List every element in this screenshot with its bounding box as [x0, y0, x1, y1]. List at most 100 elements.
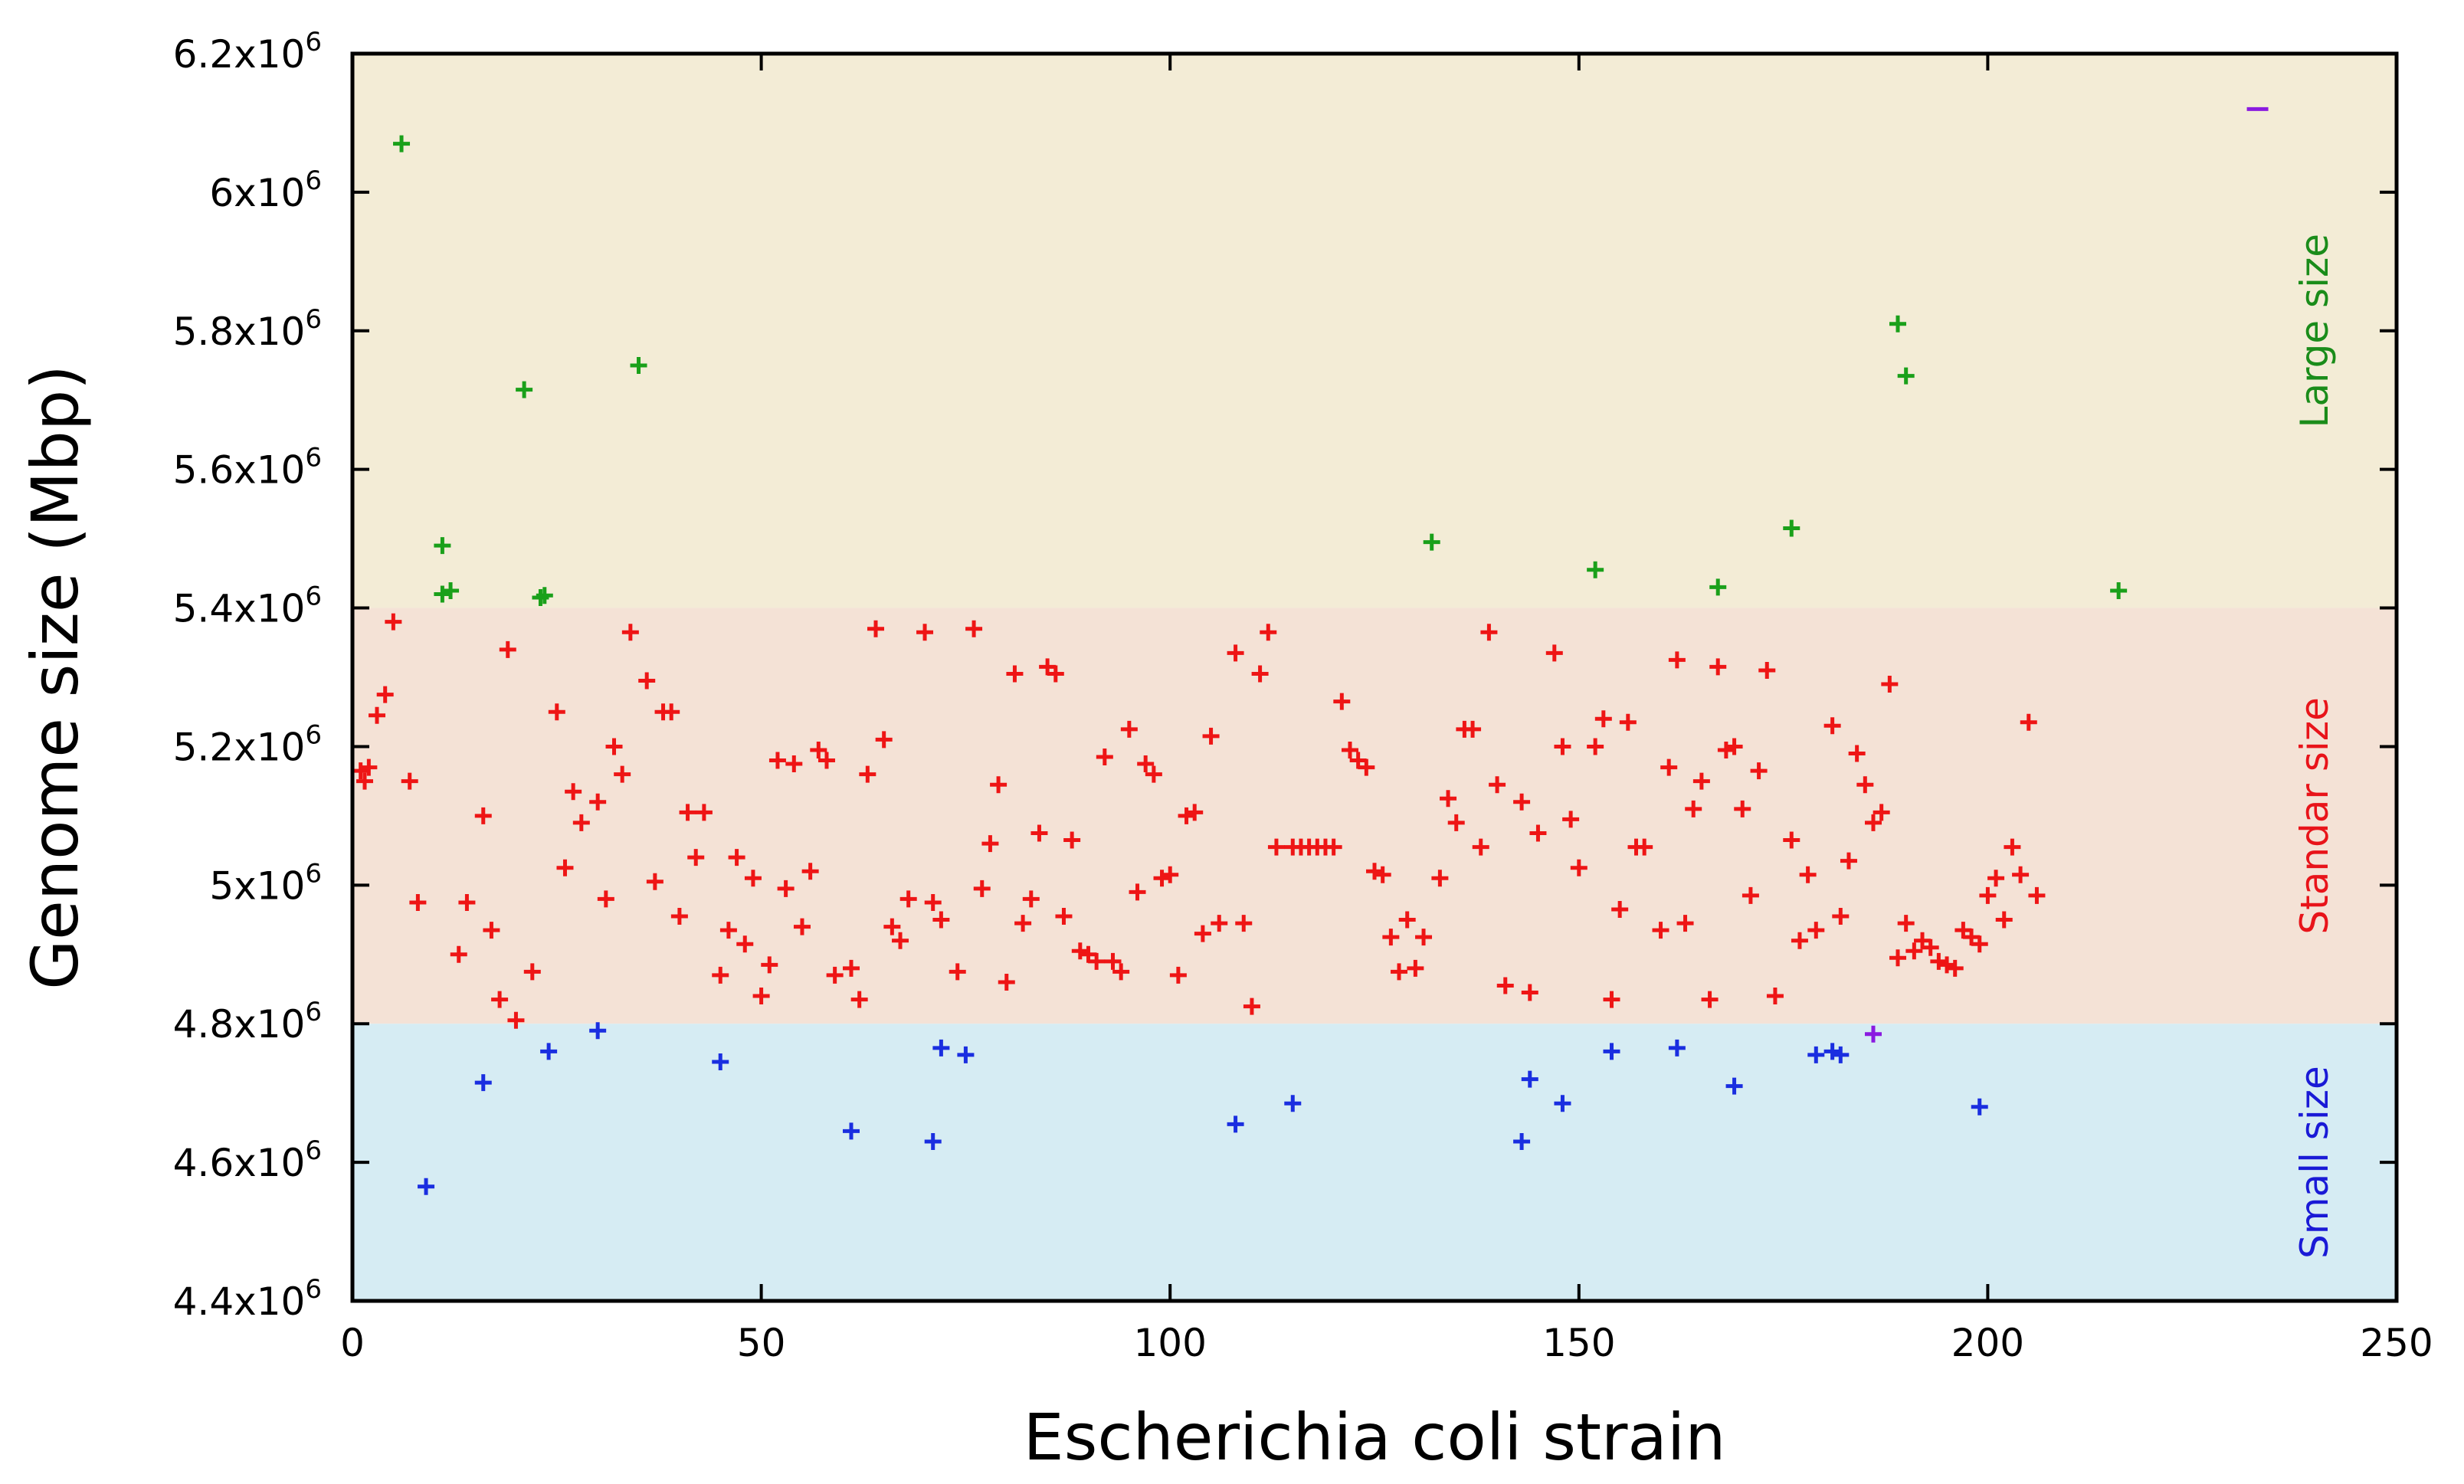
- y-tick-labels: 4.4x106 4.6x106 4.8x106 5x106 5.2x106 5.4x106…: [173, 27, 322, 1324]
- point-standar-size: [1701, 991, 1719, 1008]
- point-standar-size: [360, 758, 378, 776]
- point-standar-size: [1129, 883, 1146, 901]
- point-unclassified: [1864, 1025, 1882, 1043]
- point-standar-size: [793, 918, 811, 935]
- point-large-size: [630, 357, 647, 374]
- point-standar-size: [1709, 658, 1727, 676]
- point-standar-size: [2020, 713, 2037, 731]
- point-standar-size: [728, 849, 745, 866]
- point-standar-size: [752, 988, 770, 1005]
- point-standar-size: [1398, 911, 1416, 929]
- y-tick-label: 5.4x106: [173, 581, 322, 631]
- point-standar-size: [892, 932, 909, 949]
- point-standar-size: [736, 935, 754, 953]
- point-standar-size: [2012, 866, 2030, 883]
- point-standar-size: [965, 620, 983, 637]
- point-large-size: [2110, 581, 2128, 599]
- point-standar-size: [883, 918, 901, 935]
- point-standar-size: [1464, 720, 1482, 738]
- point-small-size: [842, 1122, 860, 1140]
- point-small-size: [418, 1178, 435, 1195]
- point-standar-size: [1823, 717, 1841, 735]
- point-standar-size: [1447, 814, 1465, 831]
- point-standar-size: [597, 890, 614, 908]
- point-standar-size: [572, 814, 590, 831]
- point-standar-size: [1178, 807, 1195, 824]
- point-standar-size: [1407, 959, 1424, 977]
- point-large-size: [434, 537, 451, 555]
- band-standar-size: [352, 608, 2397, 1024]
- x-tick-label: 200: [1951, 1321, 2024, 1365]
- point-standar-size: [1619, 713, 1637, 731]
- point-standar-size: [850, 991, 868, 1008]
- point-standar-size: [1930, 952, 1948, 970]
- x-tick-label: 150: [1542, 1321, 1615, 1365]
- point-standar-size: [1676, 915, 1694, 932]
- point-standar-size: [973, 880, 991, 897]
- point-standar-size: [1440, 790, 1457, 808]
- point-standar-size: [1112, 963, 1130, 981]
- point-standar-size: [1856, 776, 1874, 794]
- point-standar-size: [1235, 915, 1253, 932]
- point-standar-size: [491, 991, 509, 1008]
- y-tick-label: 4.4x106: [173, 1274, 322, 1324]
- point-standar-size: [1472, 838, 1489, 856]
- point-large-size: [516, 381, 533, 398]
- point-small-size: [1521, 1070, 1538, 1088]
- point-standar-size: [1668, 651, 1686, 669]
- point-standar-size: [1325, 838, 1342, 856]
- point-small-size: [1725, 1077, 1743, 1095]
- point-small-size: [1227, 1115, 1244, 1133]
- point-small-size: [1832, 1046, 1850, 1063]
- plot-frame: [350, 51, 2399, 1303]
- point-large-size: [434, 585, 451, 603]
- point-standar-size: [556, 859, 574, 876]
- y-tick-label: 5.6x106: [173, 443, 322, 493]
- point-standar-size: [1267, 838, 1285, 856]
- point-standar-size: [1513, 793, 1531, 811]
- point-small-size: [1603, 1043, 1620, 1060]
- point-standar-size: [1840, 852, 1857, 870]
- point-standar-size: [777, 880, 795, 897]
- point-standar-size: [1153, 870, 1171, 887]
- point-standar-size: [1055, 908, 1073, 925]
- point-standar-size: [614, 765, 631, 783]
- point-standar-size: [932, 911, 950, 929]
- x-tick-labels: 0 50 100 150 200 250: [340, 1321, 2433, 1365]
- point-standar-size: [458, 893, 476, 911]
- point-standar-size: [1807, 922, 1825, 939]
- point-standar-size: [1366, 863, 1383, 880]
- point-standar-size: [1946, 959, 1964, 977]
- point-standar-size: [1897, 915, 1915, 932]
- point-small-size: [1807, 1046, 1825, 1063]
- y-tick-label: 5.8x106: [173, 304, 322, 354]
- point-standar-size: [1186, 804, 1204, 821]
- band-label-large-size: Large size: [2292, 234, 2337, 428]
- point-standar-size: [1783, 831, 1800, 849]
- y-tick-label: 5.2x106: [173, 719, 322, 769]
- y-tick-label: 4.6x106: [173, 1135, 322, 1185]
- point-large-size: [1587, 561, 1604, 578]
- point-standar-size: [1251, 665, 1269, 683]
- point-standar-size: [1758, 661, 1776, 679]
- point-standar-size: [1063, 831, 1081, 849]
- point-standar-size: [1120, 720, 1138, 738]
- point-standar-size: [1341, 741, 1358, 758]
- point-standar-size: [2004, 838, 2021, 856]
- point-standar-size: [1881, 676, 1899, 693]
- point-standar-size: [1799, 866, 1817, 883]
- point-large-size: [536, 587, 553, 604]
- point-standar-size: [523, 963, 541, 981]
- point-standar-size: [1594, 710, 1612, 728]
- data-points: [352, 106, 2269, 1195]
- point-standar-size: [409, 893, 427, 911]
- point-standar-size: [1137, 755, 1155, 773]
- point-standar-size: [1415, 929, 1433, 946]
- point-standar-size: [1496, 977, 1514, 994]
- point-standar-size: [875, 731, 893, 749]
- x-axis-title: Escherichia coli strain: [1024, 1400, 1726, 1475]
- point-standar-size: [474, 807, 492, 824]
- point-standar-size: [1987, 870, 2005, 887]
- point-standar-size: [499, 640, 516, 658]
- point-standar-size: [1692, 772, 1710, 790]
